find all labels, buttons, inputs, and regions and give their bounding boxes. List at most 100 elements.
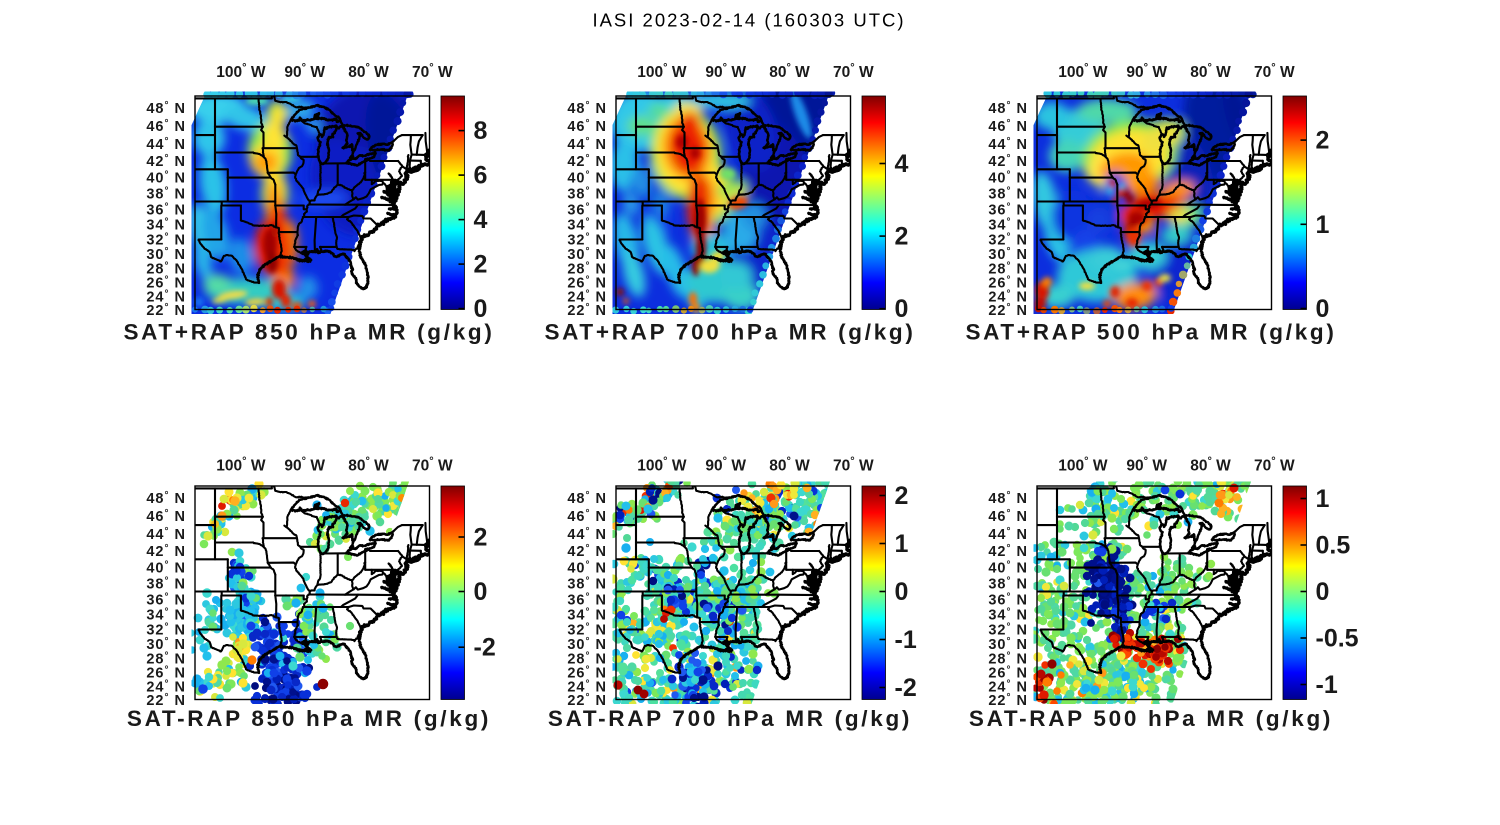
svg-text:48° N: 48° N [988,100,1028,117]
svg-text:1: 1 [1316,485,1330,513]
svg-text:44° N: 44° N [146,526,186,543]
svg-text:70° W: 70° W [1254,456,1295,475]
svg-text:6: 6 [474,162,488,190]
svg-text:100° W: 100° W [637,62,687,81]
svg-text:28° N: 28° N [988,650,1028,667]
svg-text:70° W: 70° W [1254,62,1295,81]
svg-text:40° N: 40° N [988,170,1028,187]
svg-text:38° N: 38° N [988,576,1028,593]
svg-text:0.5: 0.5 [1316,532,1351,560]
svg-text:80° W: 80° W [1190,62,1231,81]
svg-text:40° N: 40° N [988,560,1028,577]
svg-text:80° W: 80° W [348,62,389,81]
svg-text:42° N: 42° N [146,543,186,560]
svg-text:44° N: 44° N [567,526,607,543]
svg-text:SAT+RAP 500 hPa MR (g/kg): SAT+RAP 500 hPa MR (g/kg) [965,320,1336,345]
svg-text:2: 2 [1316,127,1330,155]
svg-text:26° N: 26° N [988,665,1028,682]
svg-text:90° W: 90° W [1126,456,1167,475]
svg-text:2: 2 [895,482,909,510]
svg-text:70° W: 70° W [412,62,453,81]
svg-text:24° N: 24° N [988,678,1028,695]
svg-text:36° N: 36° N [146,591,186,608]
svg-text:1: 1 [895,530,909,558]
svg-text:38° N: 38° N [146,576,186,593]
svg-text:90° W: 90° W [1126,62,1167,81]
svg-text:36° N: 36° N [988,201,1028,218]
svg-text:IASI 2023-02-14 (160303 UTC): IASI 2023-02-14 (160303 UTC) [592,10,905,31]
svg-text:48° N: 48° N [988,490,1028,507]
svg-text:44° N: 44° N [567,136,607,153]
svg-text:38° N: 38° N [146,186,186,203]
svg-text:28° N: 28° N [567,260,607,277]
svg-text:32° N: 32° N [146,232,186,249]
svg-text:22° N: 22° N [567,302,607,319]
svg-text:80° W: 80° W [769,456,810,475]
svg-text:46° N: 46° N [146,118,186,135]
svg-text:40° N: 40° N [567,170,607,187]
svg-text:4: 4 [895,150,909,178]
svg-text:2: 2 [474,251,488,279]
svg-text:100° W: 100° W [637,456,687,475]
svg-text:36° N: 36° N [146,201,186,218]
svg-text:22° N: 22° N [988,692,1028,709]
svg-text:46° N: 46° N [146,508,186,525]
svg-text:32° N: 32° N [567,232,607,249]
svg-text:42° N: 42° N [146,153,186,170]
svg-text:8: 8 [474,117,488,145]
svg-text:24° N: 24° N [146,288,186,305]
svg-text:90° W: 90° W [284,62,325,81]
svg-text:32° N: 32° N [146,622,186,639]
svg-text:4: 4 [474,206,488,234]
svg-text:28° N: 28° N [567,650,607,667]
svg-text:40° N: 40° N [567,560,607,577]
svg-text:24° N: 24° N [567,288,607,305]
svg-text:38° N: 38° N [988,186,1028,203]
svg-text:42° N: 42° N [567,543,607,560]
svg-text:26° N: 26° N [567,275,607,292]
svg-text:100° W: 100° W [216,62,266,81]
svg-text:22° N: 22° N [567,692,607,709]
svg-text:44° N: 44° N [988,526,1028,543]
svg-text:22° N: 22° N [146,302,186,319]
svg-text:42° N: 42° N [988,153,1028,170]
svg-text:44° N: 44° N [988,136,1028,153]
svg-text:34° N: 34° N [567,217,607,234]
svg-text:SAT-RAP 500 hPa MR (g/kg): SAT-RAP 500 hPa MR (g/kg) [969,706,1333,731]
svg-text:0: 0 [474,295,488,323]
svg-text:34° N: 34° N [567,607,607,624]
svg-text:-1: -1 [1316,671,1338,699]
svg-text:0: 0 [1316,295,1330,323]
svg-text:46° N: 46° N [567,118,607,135]
svg-text:34° N: 34° N [146,217,186,234]
svg-text:34° N: 34° N [146,607,186,624]
svg-text:SAT+RAP 700 hPa MR (g/kg): SAT+RAP 700 hPa MR (g/kg) [544,320,915,345]
svg-text:42° N: 42° N [988,543,1028,560]
svg-text:42° N: 42° N [567,153,607,170]
svg-text:40° N: 40° N [146,560,186,577]
svg-text:SAT-RAP 850 hPa MR (g/kg): SAT-RAP 850 hPa MR (g/kg) [127,706,491,731]
svg-text:SAT-RAP 700 hPa MR (g/kg): SAT-RAP 700 hPa MR (g/kg) [548,706,912,731]
svg-text:36° N: 36° N [567,591,607,608]
svg-text:28° N: 28° N [146,260,186,277]
svg-text:28° N: 28° N [146,650,186,667]
svg-text:26° N: 26° N [567,665,607,682]
svg-text:48° N: 48° N [567,490,607,507]
svg-text:48° N: 48° N [146,490,186,507]
svg-text:24° N: 24° N [567,678,607,695]
svg-text:38° N: 38° N [567,576,607,593]
svg-text:30° N: 30° N [988,636,1028,653]
svg-text:80° W: 80° W [1190,456,1231,475]
svg-text:-1: -1 [895,626,917,654]
svg-text:24° N: 24° N [988,288,1028,305]
svg-text:46° N: 46° N [988,118,1028,135]
svg-text:30° N: 30° N [146,636,186,653]
svg-text:28° N: 28° N [988,260,1028,277]
svg-text:70° W: 70° W [833,456,874,475]
svg-text:34° N: 34° N [988,607,1028,624]
svg-text:90° W: 90° W [705,62,746,81]
svg-text:1: 1 [1316,211,1330,239]
svg-text:-0.5: -0.5 [1316,625,1359,653]
svg-text:30° N: 30° N [146,246,186,263]
svg-text:100° W: 100° W [216,456,266,475]
